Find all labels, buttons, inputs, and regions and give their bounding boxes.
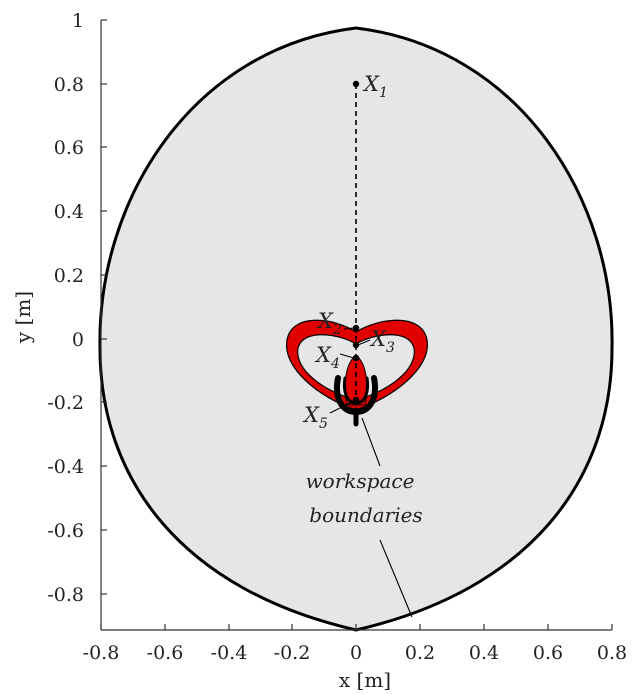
x-axis-label: x [m] — [339, 668, 391, 692]
y-axis-label: y [m] — [11, 291, 35, 344]
y-tick-label: 0.4 — [54, 201, 84, 223]
y-tick-label: 0.6 — [54, 137, 84, 159]
x-tick-label: 0 — [350, 642, 362, 664]
label-x2: X2 — [316, 309, 342, 338]
x-axis-ticks — [100, 624, 613, 630]
inner-lobe-region — [344, 354, 368, 406]
y-tick-label: 0 — [72, 329, 84, 351]
label-x3: X3 — [369, 327, 395, 356]
x-tick-label: 0.2 — [405, 642, 435, 664]
annotation-boundaries: boundaries — [309, 503, 422, 527]
point-pointer-lines — [329, 327, 371, 414]
point-x2 — [352, 324, 360, 332]
point-x4 — [352, 354, 360, 362]
label-x4: X4 — [314, 343, 340, 372]
x-tick-label: 0.4 — [469, 642, 499, 664]
y-tick-label: 0.2 — [54, 265, 84, 287]
annotation-workspace: workspace — [306, 469, 415, 493]
x-tick-label: 0.8 — [597, 642, 627, 664]
x-tick-label: -0.8 — [83, 642, 120, 664]
annotation-leader-lines — [361, 417, 413, 618]
y-axis-ticks — [101, 19, 107, 595]
x-tick-label: -0.4 — [211, 642, 248, 664]
point-x3 — [352, 341, 360, 349]
point-x5 — [352, 396, 360, 404]
y-tick-label: -0.6 — [47, 520, 84, 542]
y-tick-label: -0.8 — [47, 584, 84, 606]
y-tick-label: -0.4 — [47, 456, 84, 478]
x-tick-label: -0.6 — [147, 642, 184, 664]
label-x5: X5 — [302, 403, 328, 432]
y-tick-label: 1 — [72, 10, 84, 32]
y-tick-label: -0.2 — [47, 392, 84, 414]
label-x1: X1 — [362, 72, 388, 101]
x-tick-labels: -0.8 -0.6 -0.4 -0.2 0 0.2 0.4 0.6 0.8 — [83, 642, 627, 664]
trajectory-points — [352, 80, 360, 404]
y-tick-label: 0.8 — [54, 74, 84, 96]
point-x1 — [352, 80, 360, 88]
x-tick-label: -0.2 — [274, 642, 311, 664]
y-tick-labels: 1 0.8 0.6 0.4 0.2 0 -0.2 -0.4 -0.6 -0.8 — [47, 10, 84, 606]
x-tick-label: 0.6 — [533, 642, 563, 664]
